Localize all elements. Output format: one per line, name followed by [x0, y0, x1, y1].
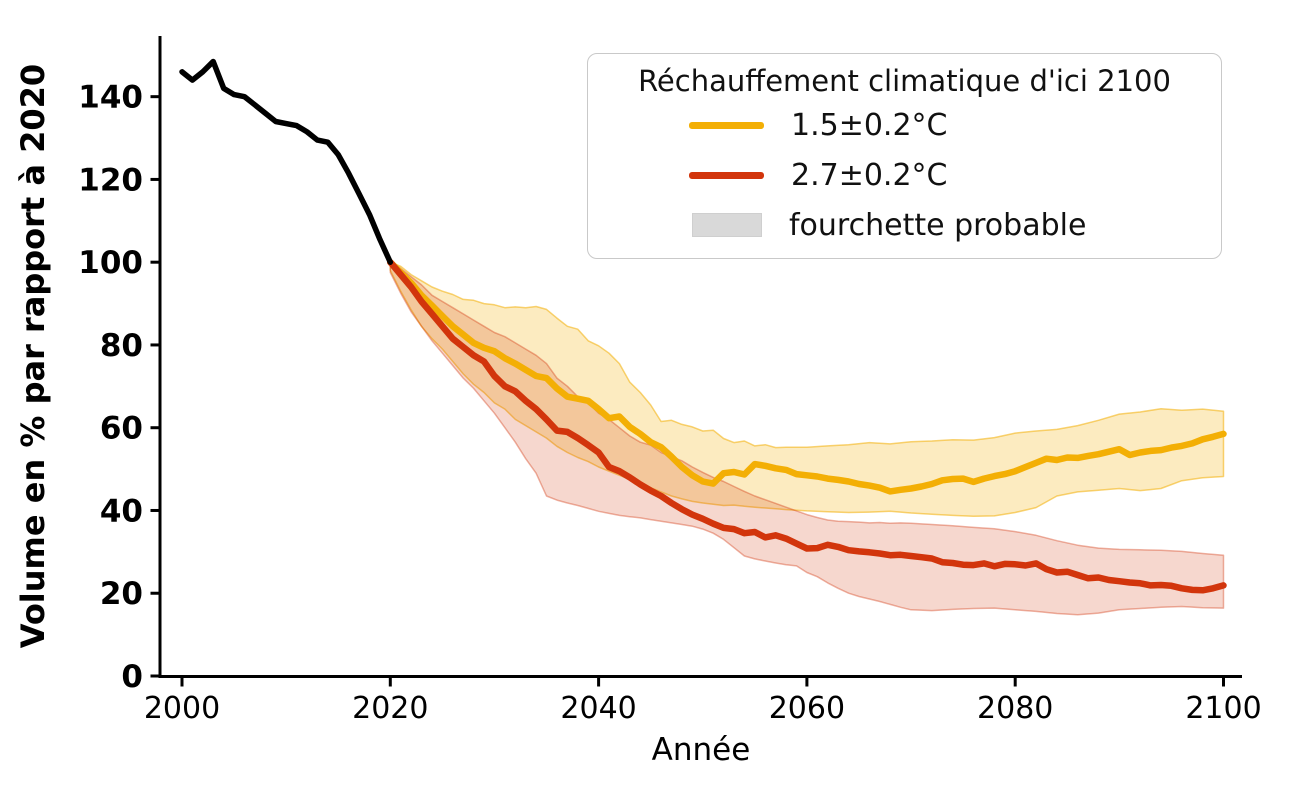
- legend-label-1-5C: 1.5±0.2°C: [791, 107, 948, 143]
- line-1.5±0.2°C: [387, 258, 1227, 495]
- y-tick-label-120: 120: [78, 162, 143, 198]
- line-2.7±0.2°C: [387, 258, 1227, 594]
- uncertainty-bands-layer: [389, 261, 1225, 616]
- legend-item-1-5C: 1.5±0.2°C: [588, 100, 1221, 150]
- legend-label-likely-range: fourchette probable: [789, 207, 1087, 243]
- axes-layer: [158, 36, 1242, 678]
- y-axis-title: Volume en % par rapport à 2020: [14, 64, 52, 648]
- red-line-swatch: [689, 171, 764, 179]
- legend-label-2-7C: 2.7±0.2°C: [791, 157, 948, 193]
- legend-item-likely-range: fourchette probable: [588, 200, 1221, 250]
- x-axis-title: Année: [652, 732, 751, 768]
- y-tick-label-40: 40: [100, 493, 143, 529]
- x-tick-label-2100: 2100: [1185, 691, 1261, 726]
- y-tick-label-140: 140: [78, 80, 143, 116]
- x-tick-label-2080: 2080: [977, 691, 1053, 726]
- y-tick-label-60: 60: [100, 411, 143, 447]
- y-tick-label-100: 100: [78, 245, 143, 281]
- data-lines-layer: [179, 58, 1227, 594]
- yellow-line-swatch: [689, 121, 764, 129]
- gray-patch-swatch: [692, 213, 762, 237]
- legend: Réchauffement climatique d'ici 2100 1.5±…: [587, 53, 1222, 259]
- x-tick-label-2020: 2020: [352, 691, 428, 726]
- y-tick-label-0: 0: [121, 659, 143, 695]
- line-historique: [179, 58, 394, 265]
- x-tick-label-2040: 2040: [560, 691, 636, 726]
- y-tick-label-20: 20: [100, 576, 143, 612]
- x-tick-label-2000: 2000: [144, 691, 220, 726]
- legend-item-2-7C: 2.7±0.2°C: [588, 150, 1221, 200]
- x-tick-label-2060: 2060: [769, 691, 845, 726]
- y-tick-label-80: 80: [100, 328, 143, 364]
- band-1: [389, 261, 1225, 616]
- legend-title: Réchauffement climatique d'ici 2100: [638, 64, 1171, 98]
